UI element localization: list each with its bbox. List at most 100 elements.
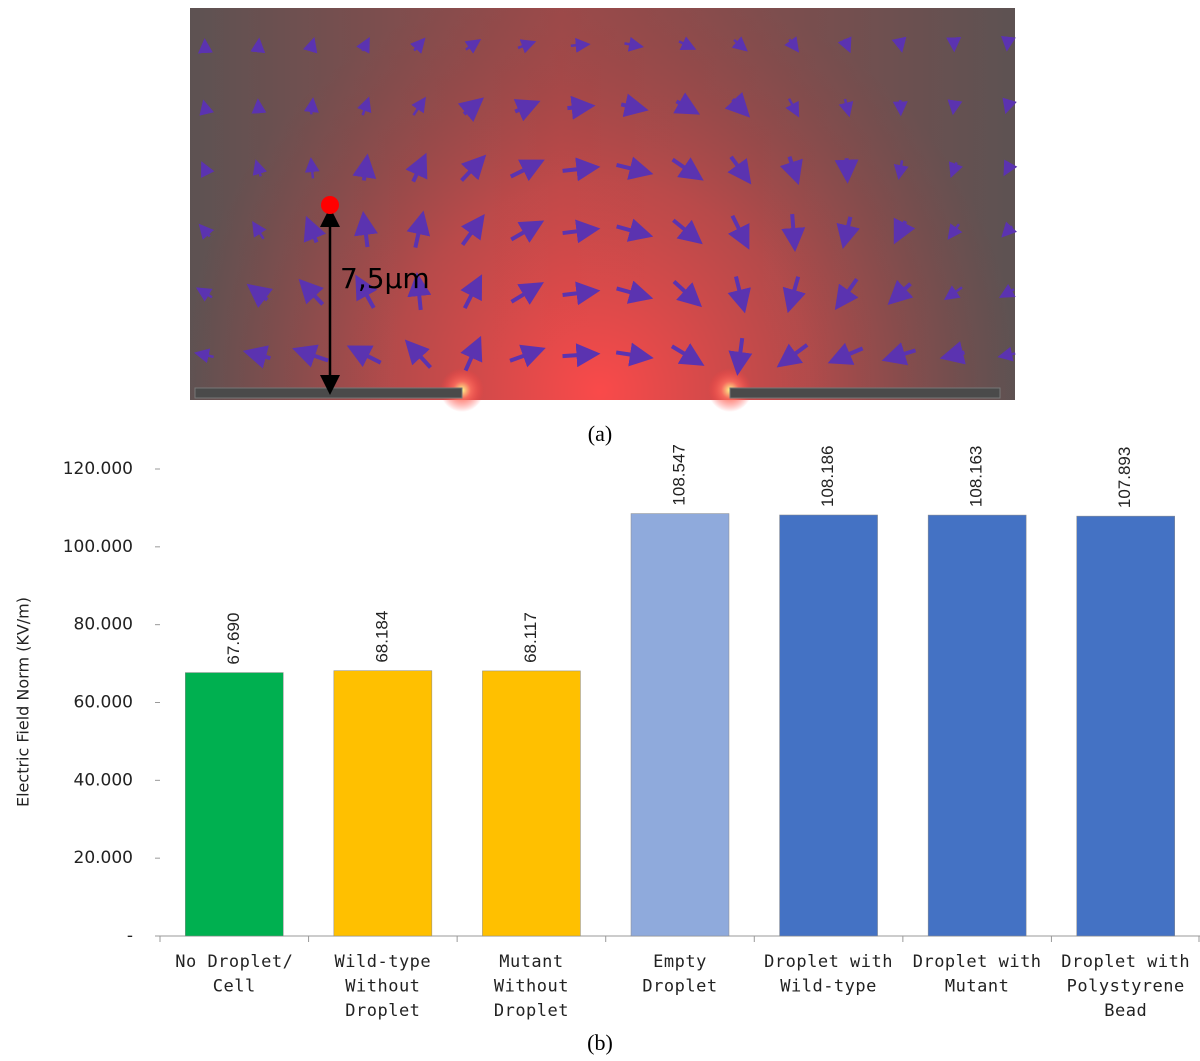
- field-arrow: [464, 38, 482, 54]
- field-arrow: [303, 215, 327, 244]
- field-arrow: [567, 95, 596, 120]
- field-arrow: [892, 100, 908, 117]
- value-label: 107.893: [1115, 447, 1134, 508]
- field-arrow: [304, 157, 320, 179]
- field-arrow: [834, 277, 859, 311]
- field-arrow: [616, 156, 654, 180]
- field-arrow: [836, 216, 860, 250]
- field-arrow: [460, 335, 483, 372]
- field-arrow: [407, 272, 432, 311]
- field-arrow: [671, 157, 704, 181]
- field-arrow: [731, 36, 748, 52]
- bar-chart: - 20.000 40.000 60.000 80.000 100.000 120.000 6…: [63, 444, 1200, 1021]
- field-arrow: [252, 159, 268, 177]
- field-arrow: [242, 345, 271, 369]
- field-arrow: [672, 280, 702, 308]
- field-arrow: [354, 211, 378, 248]
- field-arrow: [513, 99, 541, 122]
- field-arrow: [837, 36, 852, 54]
- value-label: 108.163: [967, 446, 986, 507]
- y-axis-label: Electric Field Norm (KV/m): [14, 597, 33, 807]
- field-arrow: [460, 154, 487, 182]
- field-arrow: [616, 280, 654, 304]
- field-arrow: [517, 39, 537, 54]
- field-arrow: [943, 285, 963, 301]
- y-tick-label: 120.000: [63, 459, 133, 479]
- field-arrows: [193, 35, 1018, 376]
- field-arrow: [1001, 221, 1017, 238]
- field-arrow: [670, 343, 705, 366]
- electrode: [194, 387, 463, 399]
- field-arrow: [784, 36, 800, 53]
- field-arrow: [781, 213, 806, 252]
- field-arrow: [510, 282, 544, 305]
- value-label: 68.184: [372, 611, 391, 663]
- x-tick-label: No Droplet/Cell: [175, 952, 293, 997]
- field-arrow: [881, 342, 917, 366]
- y-tick-label: 20.000: [74, 848, 133, 868]
- field-arrow: [939, 341, 966, 365]
- field-arrow: [678, 36, 697, 50]
- field-arrow: [947, 99, 963, 116]
- field-arrow: [195, 287, 213, 302]
- field-arrow: [893, 160, 909, 181]
- electrode: [729, 387, 1001, 399]
- field-arrow: [779, 156, 803, 186]
- bar: [779, 514, 878, 937]
- bar: [927, 514, 1027, 937]
- field-arrow: [411, 96, 426, 116]
- y-tick-label: -: [127, 926, 133, 946]
- field-arrow: [616, 218, 654, 242]
- field-arrow: [776, 343, 809, 368]
- y-tick-label: 40.000: [74, 770, 133, 790]
- field-arrow: [460, 213, 485, 246]
- field-arrow: [785, 98, 800, 118]
- field-arrow: [201, 161, 215, 178]
- field-arrow: [728, 337, 753, 376]
- bar: [185, 672, 284, 937]
- field-arrow: [624, 36, 644, 52]
- field-arrow: [724, 91, 751, 118]
- field-arrow: [460, 274, 483, 310]
- caption: (b): [587, 1030, 613, 1055]
- field-arrow: [615, 342, 654, 367]
- y-tick-label: 80.000: [74, 615, 133, 635]
- x-tick-label: Empty Droplet: [642, 952, 717, 997]
- field-arrow: [409, 37, 426, 54]
- y-tick-label: 100.000: [63, 537, 133, 557]
- field-arrow: [246, 283, 273, 308]
- field-arrow: [838, 98, 854, 118]
- field-arrow: [509, 344, 546, 368]
- field-arrow: [570, 37, 591, 53]
- field-arrow: [827, 342, 864, 365]
- field-arrow: [355, 274, 378, 309]
- field-arrow: [1002, 97, 1017, 115]
- field-arrow: [405, 152, 428, 183]
- distance-label: 7,5μm: [340, 262, 430, 295]
- caption: (a): [588, 421, 612, 446]
- field-arrow: [1003, 159, 1018, 177]
- bar: [1076, 515, 1175, 937]
- probe-point: [321, 196, 339, 214]
- bar: [482, 670, 581, 937]
- value-label: 67.690: [224, 613, 243, 665]
- field-arrow: [891, 36, 907, 53]
- field-arrow: [997, 346, 1016, 362]
- field-arrow: [303, 97, 319, 115]
- field-arrow: [562, 343, 601, 368]
- field-arrow: [834, 158, 859, 184]
- field-arrow: [893, 217, 916, 245]
- value-label: 108.186: [818, 446, 837, 507]
- field-arrow: [298, 278, 325, 306]
- field-arrow: [404, 339, 432, 369]
- y-tick-label: 60.000: [74, 693, 133, 713]
- field-arrow: [620, 93, 649, 118]
- x-tick-label: Droplet with Polystyrene Bead: [1061, 952, 1190, 1021]
- field-arrow: [672, 218, 703, 245]
- value-label: 108.547: [669, 444, 688, 505]
- field-arrow: [406, 210, 431, 249]
- field-arrow: [250, 37, 266, 54]
- x-tick-label: Droplet with Wild-type: [764, 952, 893, 997]
- field-arrow: [357, 96, 372, 116]
